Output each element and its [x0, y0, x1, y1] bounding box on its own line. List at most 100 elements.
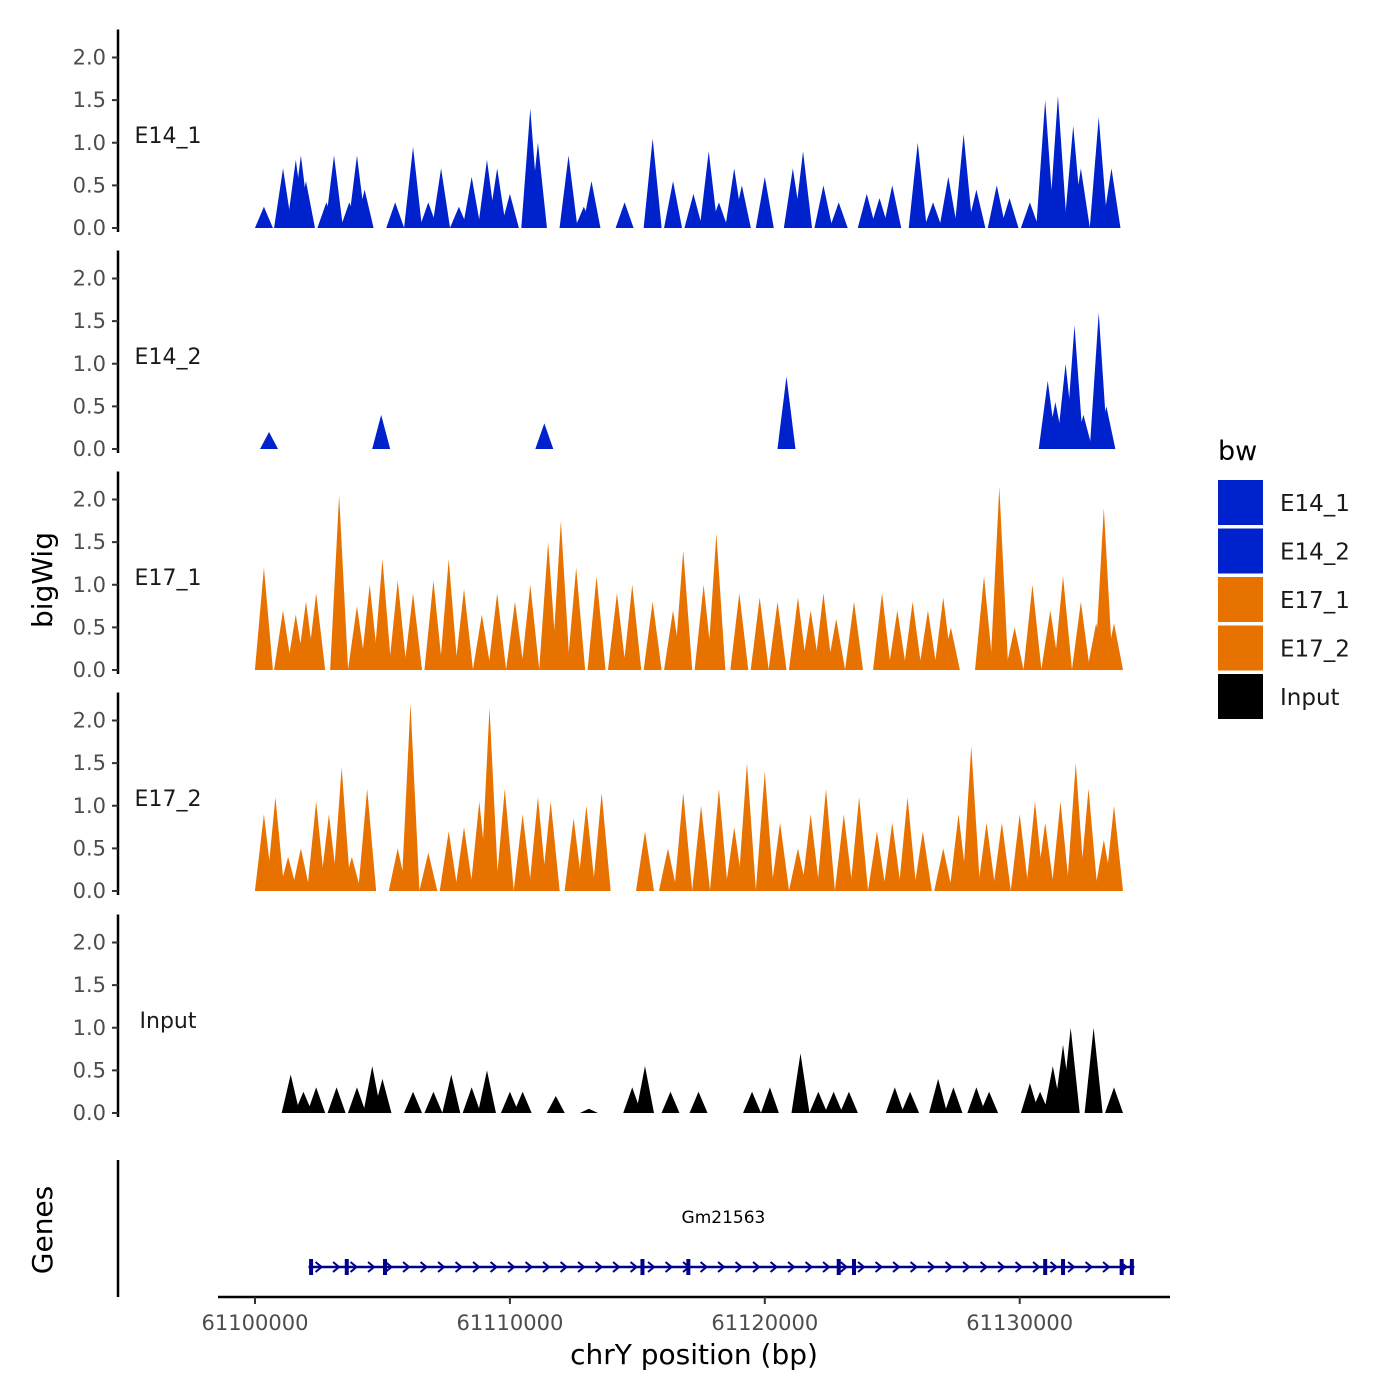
- signal-peak: [857, 193, 876, 228]
- signal-peak: [689, 1091, 708, 1113]
- y-tick-label: 0.0: [73, 216, 106, 240]
- signal-peak: [347, 606, 366, 670]
- signal-peak: [372, 414, 391, 449]
- y-tick-label: 1.5: [73, 973, 106, 997]
- signal-peak: [386, 202, 405, 228]
- signal-peak: [1010, 814, 1029, 891]
- signal-peak: [725, 827, 744, 891]
- strand-arrow: [542, 1261, 551, 1273]
- signal-peak: [551, 520, 570, 670]
- signal-peak: [824, 1091, 843, 1113]
- signal-peak: [388, 580, 407, 670]
- strand-arrow: [647, 1261, 656, 1273]
- signal-peak: [908, 142, 927, 228]
- signal-peak: [419, 202, 438, 228]
- signal-peak: [432, 168, 451, 228]
- signal-peak: [373, 1078, 392, 1113]
- signal-peak: [788, 597, 807, 670]
- signal-peak: [307, 1087, 326, 1113]
- strand-arrow: [577, 1261, 586, 1273]
- signal-peak: [839, 1091, 858, 1113]
- strand-arrow: [367, 1261, 376, 1273]
- strand-arrow: [857, 1261, 866, 1273]
- strand-arrow: [1032, 1261, 1041, 1273]
- track-label: E17_2: [135, 787, 202, 812]
- gene-exon: [382, 1259, 387, 1275]
- signal-peak: [254, 206, 273, 228]
- signal-peak: [1020, 202, 1039, 228]
- signal-peak: [325, 155, 344, 228]
- legend-swatch: [1218, 480, 1263, 525]
- strand-arrow: [927, 1261, 936, 1273]
- signal-peak: [777, 376, 796, 449]
- signal-peak: [809, 1091, 828, 1113]
- strand-arrow: [979, 1261, 989, 1273]
- signal-peak: [873, 593, 892, 670]
- signal-peak: [883, 822, 902, 891]
- signal-peak: [674, 550, 693, 670]
- signal-peak: [480, 707, 499, 891]
- signal-peak: [296, 181, 315, 228]
- signal-peak: [521, 584, 540, 670]
- x-tick-label: 61130000: [966, 1311, 1073, 1335]
- y-tick-label: 0.5: [73, 1058, 106, 1082]
- strand-arrow: [664, 1261, 674, 1273]
- y-tick-label: 0.5: [73, 615, 106, 639]
- signal-peak: [579, 1108, 598, 1113]
- signal-peak: [771, 822, 790, 891]
- gene-exon: [852, 1259, 857, 1275]
- signal-peak: [360, 584, 379, 670]
- y-tick-label: 1.0: [73, 1016, 106, 1040]
- strand-arrow: [752, 1261, 761, 1273]
- gene-exon: [640, 1259, 645, 1275]
- strand-arrow: [962, 1261, 971, 1273]
- signal-peak: [709, 788, 728, 891]
- y-tick-label: 0.5: [73, 394, 106, 418]
- signal-peak: [495, 788, 514, 891]
- signal-peak: [307, 801, 326, 891]
- signal-peak: [635, 831, 654, 891]
- signal-peak: [279, 856, 298, 891]
- signal-peak: [404, 147, 423, 228]
- legend-label: E17_2: [1280, 637, 1350, 663]
- x-tick-label: 61110000: [456, 1311, 563, 1335]
- signal-peak: [794, 151, 813, 228]
- track-label: E14_2: [135, 345, 202, 370]
- strand-arrow: [559, 1261, 569, 1273]
- strand-arrow: [787, 1261, 796, 1273]
- signal-peak: [1102, 168, 1121, 228]
- signal-peak: [260, 431, 279, 449]
- signal-peak: [992, 822, 1011, 891]
- signal-peak: [1105, 805, 1124, 891]
- signal-peak: [592, 792, 611, 891]
- signal-peak: [615, 202, 634, 228]
- signal-peak: [546, 1095, 565, 1113]
- signal-peak: [816, 788, 835, 891]
- signal-peak: [254, 567, 273, 670]
- signal-peak: [1079, 788, 1098, 891]
- strand-arrow: [594, 1261, 604, 1273]
- signal-peak: [1089, 117, 1108, 228]
- signal-peak: [1005, 627, 1024, 670]
- signal-peak: [1054, 576, 1073, 670]
- signal-peak: [442, 1074, 461, 1113]
- strand-arrow: [1067, 1261, 1076, 1273]
- signal-peak: [643, 601, 662, 670]
- signal-peak: [401, 703, 420, 891]
- strand-arrow: [1084, 1261, 1094, 1273]
- y-tick-label: 0.5: [73, 836, 106, 860]
- signal-peak: [643, 138, 662, 228]
- y-tick-label: 0.0: [73, 879, 106, 903]
- signal-peak: [941, 627, 960, 670]
- signal-peak: [755, 176, 774, 228]
- y-tick-label: 2.0: [73, 488, 106, 512]
- signal-peak: [528, 142, 547, 228]
- signal-peak: [1071, 601, 1090, 670]
- signal-peak: [990, 486, 1009, 670]
- signal-peak: [732, 185, 751, 228]
- track-E14_2: 0.0 0.5 1.0 1.5 2.0 E14_2: [73, 250, 1116, 461]
- signal-peak: [850, 797, 869, 891]
- signal-peak: [684, 193, 703, 228]
- strand-arrow: [472, 1261, 481, 1273]
- y-tick-label: 2.0: [73, 931, 106, 955]
